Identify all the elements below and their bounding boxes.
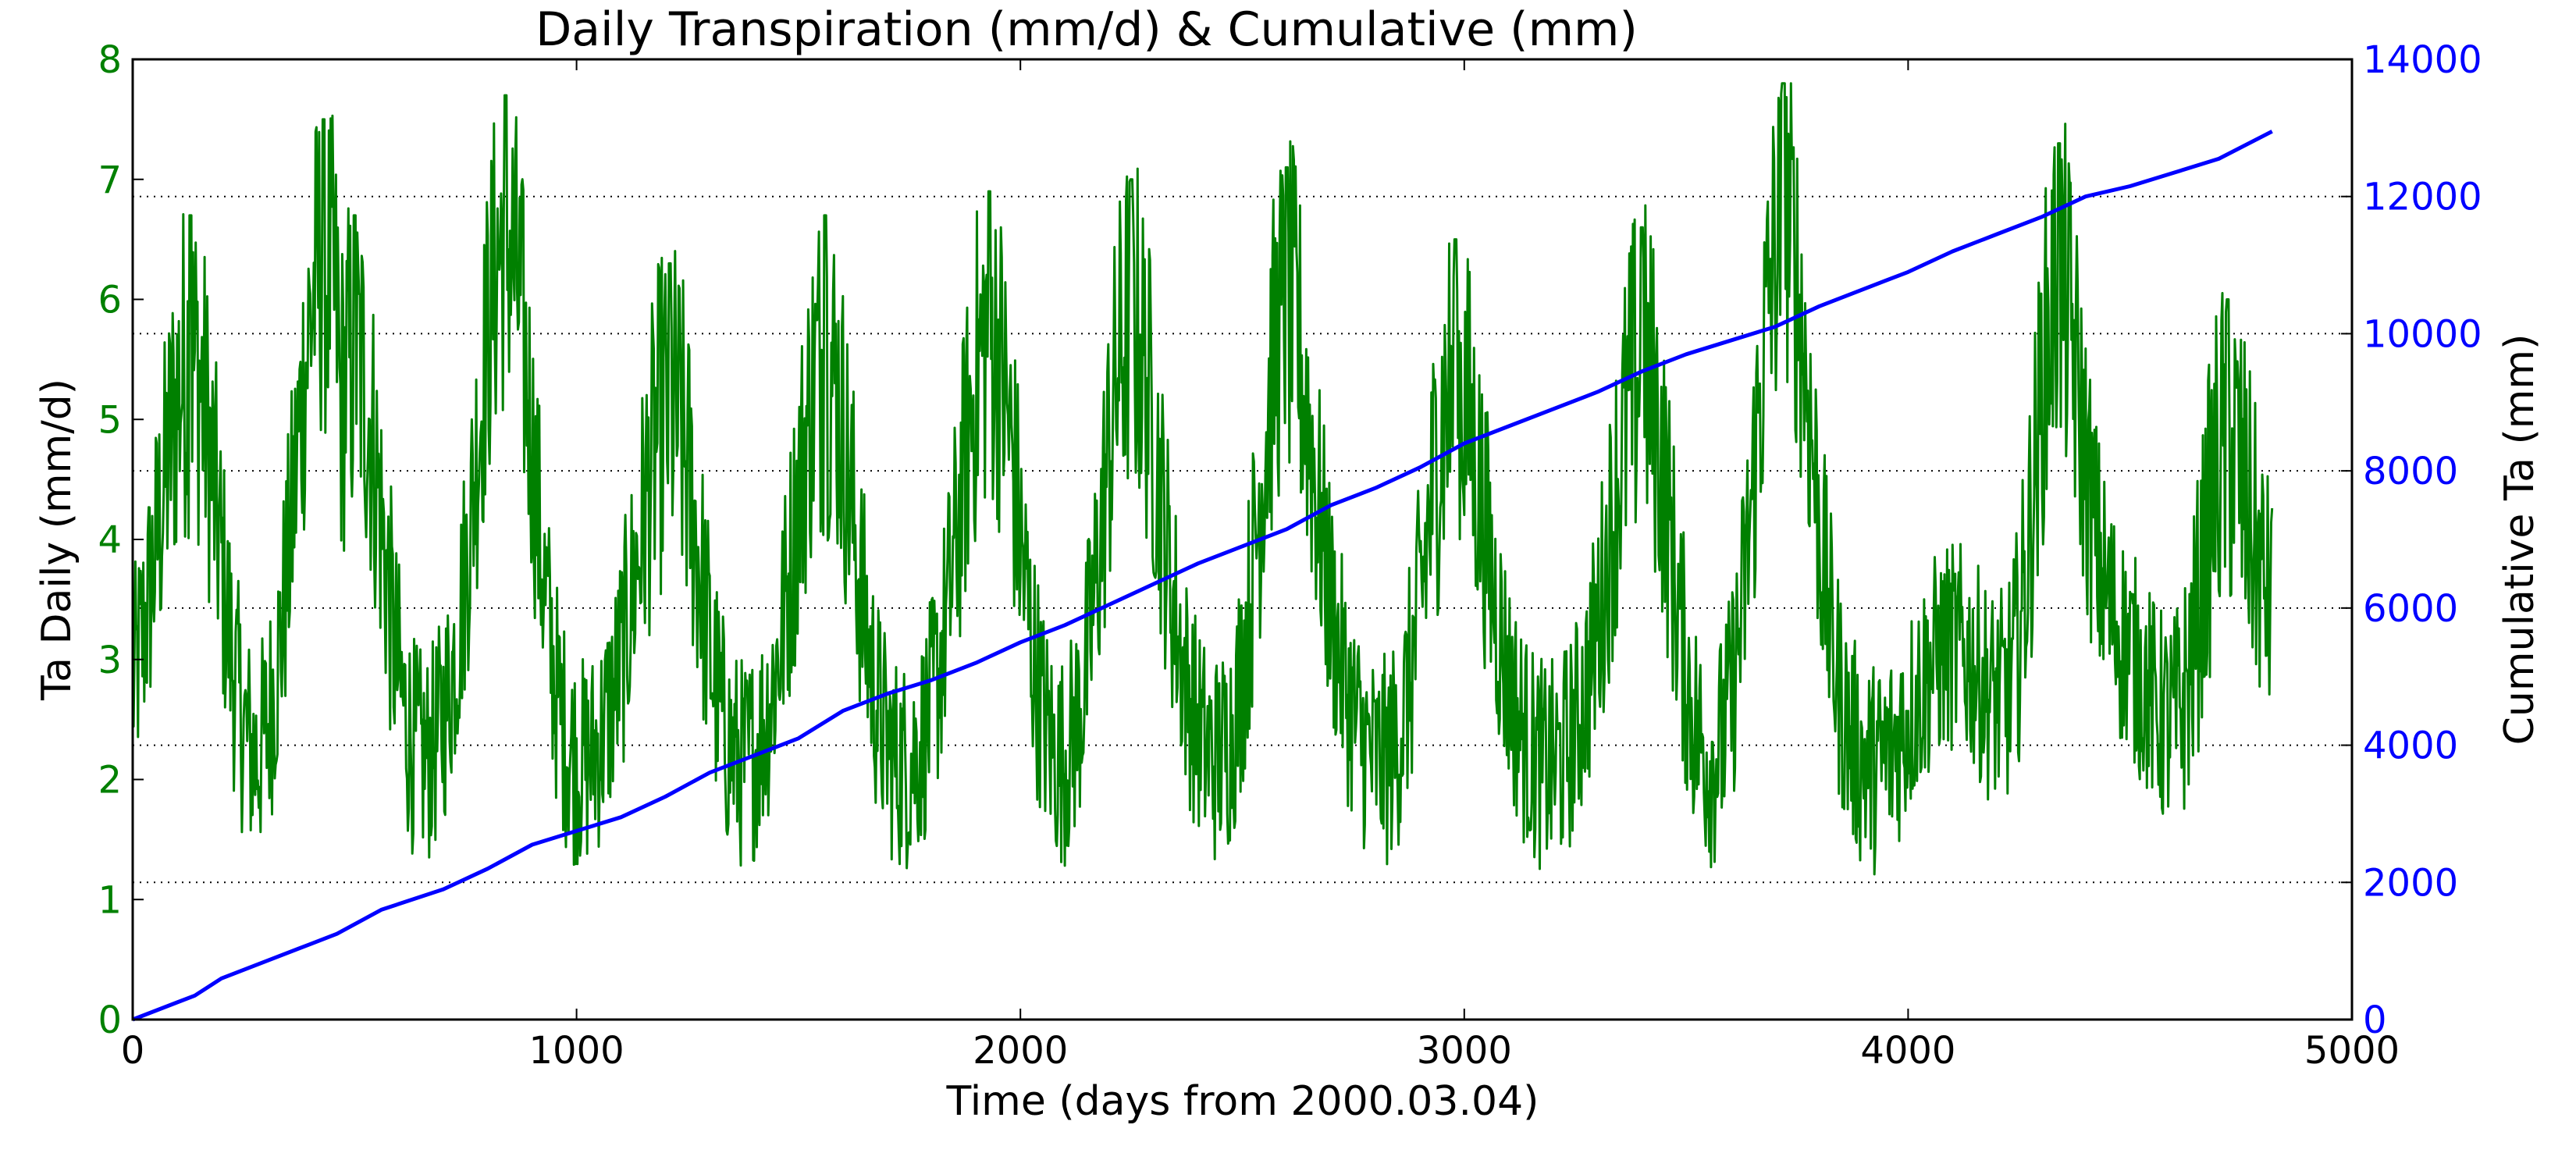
y-right-tick-label: 2000 [2363,861,2458,905]
x-tick-label: 3000 [1417,1029,1512,1073]
y-left-tick-label: 6 [98,279,122,322]
left-y-axis-label: Ta Daily (mm/d) [34,379,80,701]
y-left-tick-label: 4 [98,518,122,562]
y-right-tick-label: 0 [2363,998,2387,1042]
y-left-tick-label: 2 [98,759,122,803]
x-axis-label: Time (days from 2000.03.04) [946,1078,1539,1125]
y-right-tick-label: 14000 [2363,38,2482,82]
y-right-tick-label: 12000 [2363,176,2482,219]
x-tick-label: 2000 [973,1029,1068,1073]
x-tick-label: 5000 [2304,1029,2400,1073]
cumulative-transpiration-series [132,130,2273,1022]
y-right-tick-label: 8000 [2363,450,2458,493]
y-left-tick-label: 3 [98,639,122,682]
x-tick-label: 4000 [1860,1029,1955,1073]
y-left-tick-label: 0 [98,998,122,1042]
y-left-tick-label: 7 [98,158,122,202]
y-left-tick-label: 5 [98,398,122,442]
y-right-tick-label: 10000 [2363,312,2482,356]
daily-transpiration-series [131,82,2274,876]
right-y-axis-label: Cumulative Ta (mm) [2496,334,2543,746]
left-y-axis-ticks: 0 1 2 3 4 5 6 7 8 [98,38,144,1042]
chart-title: Daily Transpiration (mm/d) & Cumulative … [535,2,1638,57]
x-axis-ticks: 0 1000 2000 3000 4000 5000 [121,59,2400,1073]
y-right-tick-label: 6000 [2363,587,2458,631]
y-left-tick-label: 1 [98,878,122,922]
right-y-axis-ticks: 0 2000 4000 6000 8000 10000 12000 14000 [2341,38,2482,1042]
y-right-tick-label: 4000 [2363,724,2458,768]
cumulative-series-line [132,130,2273,1022]
y-left-tick-label: 8 [98,38,122,82]
x-tick-label: 0 [121,1029,145,1073]
x-tick-label: 1000 [529,1029,624,1073]
daily-series-line [131,82,2274,876]
